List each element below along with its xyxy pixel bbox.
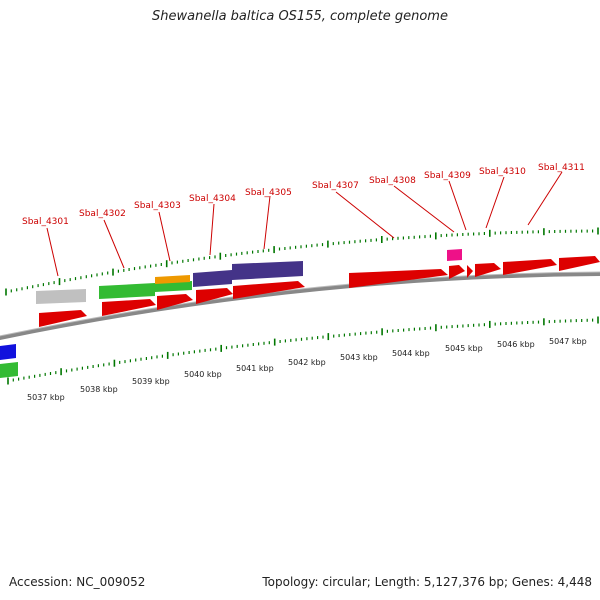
kbp-label-5037: 5037 kbp [27,393,65,402]
gene-blue-block[interactable] [0,344,16,360]
kbp-label-5042: 5042 kbp [288,358,326,367]
cds-arrow-10[interactable] [503,259,557,275]
connector-sbal-4310 [485,176,505,229]
connector-sbal-4302 [103,219,125,269]
scale-labels: 5037 kbp 5038 kbp 5039 kbp 5040 kbp 5041… [27,337,587,402]
gene-label-sbal-4307: Sbal_4307 [312,181,359,191]
connector-sbal-4303 [158,211,171,262]
kbp-label-5040: 5040 kbp [184,370,222,379]
cds-arrow-6[interactable] [349,269,448,288]
connector-sbal-4307 [335,191,395,239]
genome-backbone [0,272,600,340]
gene-magenta-block[interactable] [447,249,462,261]
gene-label-sbal-4310: Sbal_4310 [479,167,526,177]
kbp-label-5047: 5047 kbp [549,337,587,346]
cds-arrow-2[interactable] [102,299,156,316]
connector-sbal-4308 [393,185,455,233]
connector-sbal-4305 [263,195,271,250]
gene-label-sbal-4301: Sbal_4301 [22,217,69,227]
cds-track [39,256,600,327]
gene-labels: Sbal_4301 Sbal_4302 Sbal_4303 Sbal_4304 … [22,163,585,227]
kbp-label-5046: 5046 kbp [497,340,535,349]
outer-tick-row [5,227,599,296]
feature-track [0,249,462,378]
gene-grey-block[interactable] [36,289,86,304]
kbp-label-5039: 5039 kbp [132,377,170,386]
accession-text: Accession: NC_009052 [9,575,146,589]
connector-sbal-4309 [448,180,467,231]
gene-label-sbal-4303: Sbal_4303 [134,201,181,211]
cds-arrow-4[interactable] [196,288,233,304]
gene-green-block-2[interactable] [155,281,192,292]
kbp-label-5041: 5041 kbp [236,364,274,373]
cds-arrow-7[interactable] [449,265,465,279]
gene-purple-block-2[interactable] [232,261,303,280]
gene-green-block-1[interactable] [99,283,155,299]
cds-arrow-1[interactable] [39,310,87,327]
gene-label-sbal-4302: Sbal_4302 [79,209,126,219]
inner-tick-row [7,316,599,385]
gene-label-sbal-4305: Sbal_4305 [245,188,292,198]
gene-label-sbal-4309: Sbal_4309 [424,171,471,181]
cds-arrow-5[interactable] [233,281,305,299]
label-connectors [46,171,563,277]
cds-arrow-11[interactable] [559,256,600,271]
gene-purple-block-1[interactable] [193,270,232,287]
kbp-label-5045: 5045 kbp [445,344,483,353]
kbp-label-5044: 5044 kbp [392,349,430,358]
cds-arrow-8[interactable] [467,265,473,278]
cds-arrow-9[interactable] [475,263,501,277]
gene-label-sbal-4311: Sbal_4311 [538,163,585,173]
map-title: Shewanella baltica OS155, complete genom… [152,9,448,24]
kbp-label-5038: 5038 kbp [80,385,118,394]
gene-label-sbal-4304: Sbal_4304 [189,194,236,204]
connector-sbal-4311 [527,171,563,226]
connector-sbal-4301 [46,227,59,277]
gene-orange-block[interactable] [155,275,190,284]
cds-arrow-3[interactable] [157,294,193,310]
gene-green-block-3[interactable] [0,362,18,378]
genome-summary-text: Topology: circular; Length: 5,127,376 bp… [262,575,592,589]
genome-backbone-highlight [0,271,600,337]
gene-label-sbal-4308: Sbal_4308 [369,176,416,186]
kbp-label-5043: 5043 kbp [340,353,378,362]
connector-sbal-4304 [209,203,215,256]
